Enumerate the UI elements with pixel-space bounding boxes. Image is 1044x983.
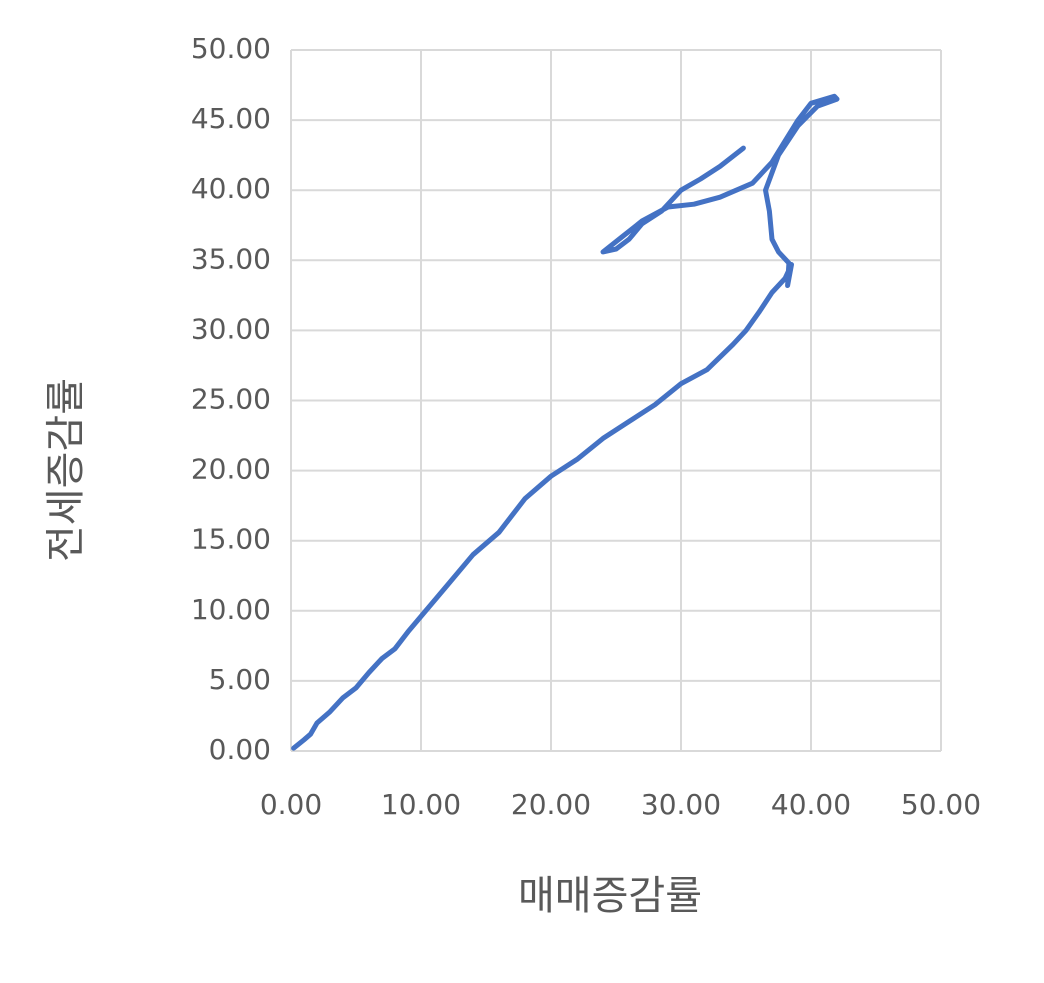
y-tick-label: 5.00	[209, 663, 271, 696]
x-axis-title: 매매증감률	[518, 873, 702, 919]
y-axis-title: 전세증감률	[43, 378, 89, 562]
y-tick-label: 0.00	[209, 733, 271, 766]
y-tick-label: 40.00	[191, 172, 271, 205]
y-tick-label: 50.00	[191, 32, 271, 65]
x-tick-label: 0.00	[260, 788, 322, 821]
x-tick-label: 20.00	[511, 788, 591, 821]
data-line	[291, 93, 840, 751]
y-tick-label: 25.00	[191, 383, 271, 416]
y-tick-label: 20.00	[191, 453, 271, 486]
x-tick-label: 30.00	[641, 788, 721, 821]
x-tick-label: 10.00	[381, 788, 461, 821]
y-tick-label: 30.00	[191, 312, 271, 345]
y-tick-label: 10.00	[191, 593, 271, 626]
x-tick-label: 40.00	[771, 788, 851, 821]
y-tick-label: 35.00	[191, 242, 271, 275]
y-tick-label: 15.00	[191, 523, 271, 556]
y-tick-label: 45.00	[191, 102, 271, 135]
x-tick-label: 50.00	[901, 788, 981, 821]
